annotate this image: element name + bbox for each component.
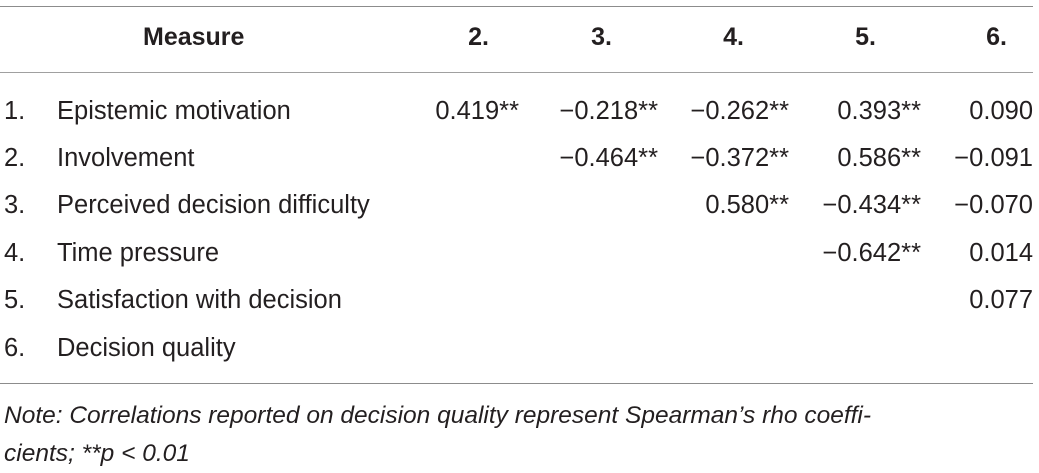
header-col-2: 2. [468,23,489,51]
table-cell: −0.070 [954,191,1033,219]
row-number: 2. [4,144,26,172]
table-cell: 0.419** [435,97,519,125]
header-col-5: 5. [855,23,876,51]
table-cell: −0.642** [822,239,921,267]
table-cell: −0.464** [559,144,658,172]
table-row: 6. Decision quality [0,334,1039,374]
row-label: Epistemic motivation [57,97,291,125]
row-label: Satisfaction with decision [57,286,342,314]
table-cell: −0.262** [690,97,789,125]
table-row: 3. Perceived decision difficulty 0.580**… [0,191,1039,231]
table-cell: 0.580** [705,191,789,219]
row-label: Time pressure [57,239,220,267]
table-cell: 0.014 [969,239,1033,267]
row-number: 5. [4,286,26,314]
table-note-line: Note: Correlations reported on decision … [4,402,872,429]
table-cell: −0.434** [822,191,921,219]
row-label: Involvement [57,144,195,172]
row-number: 6. [4,334,26,362]
table-row: 4. Time pressure −0.642** 0.014 [0,239,1039,279]
row-number: 4. [4,239,26,267]
table-row: 5. Satisfaction with decision 0.077 [0,286,1039,326]
table-cell: 0.393** [837,97,921,125]
row-label: Perceived decision difficulty [57,191,370,219]
top-rule [0,6,1033,7]
table-note-line: cients; **p < 0.01 [4,440,190,467]
row-label: Decision quality [57,334,236,362]
header-col-3: 3. [591,23,612,51]
table-cell: −0.372** [690,144,789,172]
table-cell: −0.091 [954,144,1033,172]
row-number: 3. [4,191,26,219]
table-cell: −0.218** [559,97,658,125]
header-col-4: 4. [723,23,744,51]
table-cell: 0.090 [969,97,1033,125]
row-number: 1. [4,97,26,125]
header-rule [0,72,1033,73]
table-row: 1. Epistemic motivation 0.419** −0.218**… [0,97,1039,137]
table-cell: 0.077 [969,286,1033,314]
header-measure: Measure [143,23,245,51]
table-row: 2. Involvement −0.464** −0.372** 0.586**… [0,144,1039,184]
header-col-6: 6. [986,23,1007,51]
table-note: Note: Correlations reported on decision … [4,397,1034,473]
bottom-rule [0,383,1033,384]
table-cell: 0.586** [837,144,921,172]
